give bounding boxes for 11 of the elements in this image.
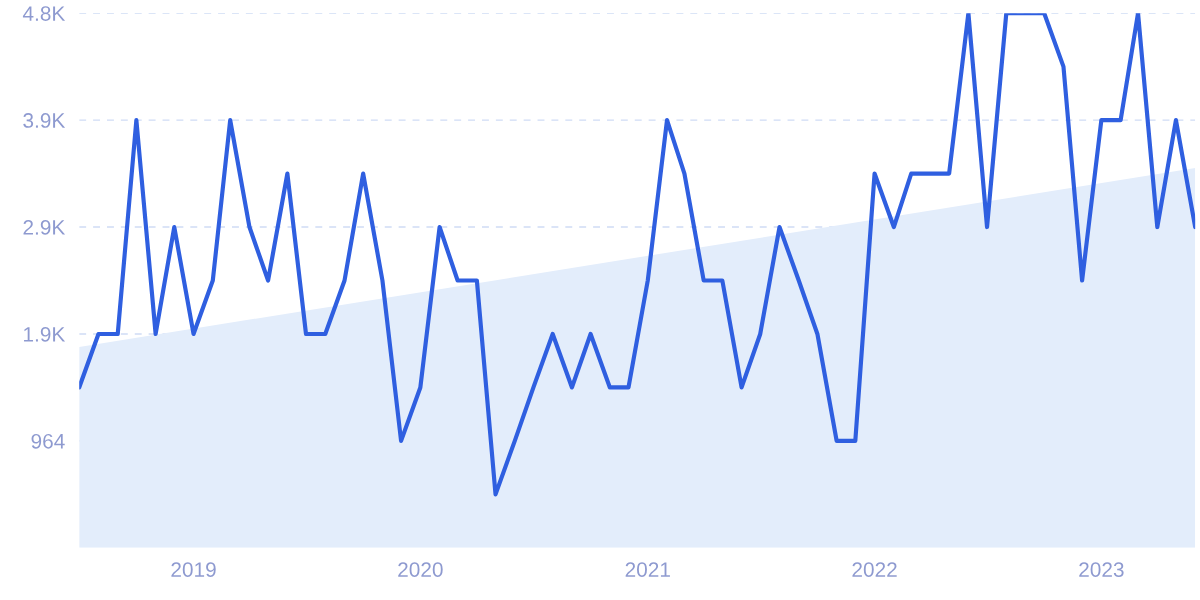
y-tick-label: 1.9K xyxy=(24,326,66,342)
x-tick-label: 2020 xyxy=(398,562,443,577)
y-tick-label: 3.9K xyxy=(23,113,66,128)
x-tick-label: 2021 xyxy=(625,562,670,577)
y-tick-label: 2.9K xyxy=(23,220,66,235)
x-tick-label: 2023 xyxy=(1079,562,1124,577)
y-tick-label: 4.8K xyxy=(22,6,66,21)
x-tick-label: 2019 xyxy=(171,562,216,577)
line-series xyxy=(79,13,1196,497)
y-tick-label: 964 xyxy=(31,433,65,449)
x-tick-label: 2022 xyxy=(852,562,897,577)
